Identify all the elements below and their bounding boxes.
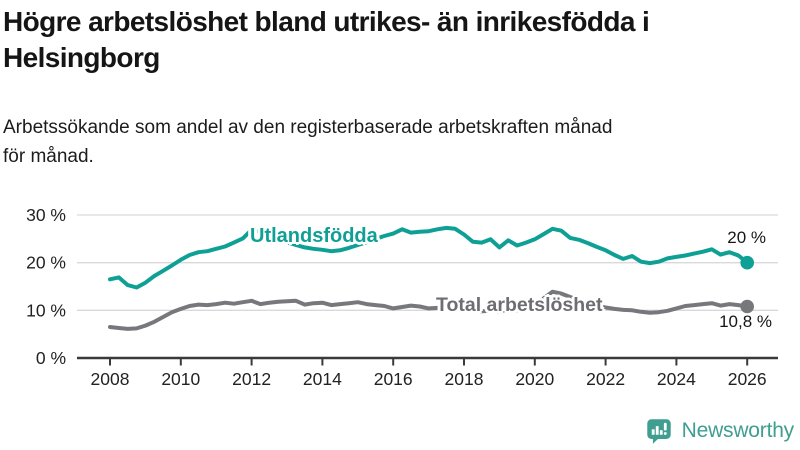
end-value-label-utlandsfodda: 20 % [727,228,766,247]
x-tick-label: 2016 [374,369,413,389]
end-value-label-total: 10,8 % [719,312,772,331]
x-tick-label: 2022 [586,369,625,389]
chart-subtitle: Arbetssökande som andel av den registerb… [3,117,613,167]
y-tick-label: 20 % [26,253,66,273]
logo-text: Newsworthy [681,419,795,442]
x-tick-label: 2020 [515,369,554,389]
newsworthy-logo: Newsworthy [644,416,794,446]
x-tick-label: 2026 [728,369,767,389]
y-tick-label: 30 % [26,205,66,225]
series-end-dot [740,255,754,270]
series-label-utlandsfodda: Utlandsfödda [250,225,378,247]
y-tick-label: 10 % [26,300,66,320]
x-tick-label: 2014 [303,369,342,389]
series-line [108,289,750,331]
series-end-dot [740,299,754,314]
bar-chart-speech-bubble-icon [646,419,671,444]
x-tick-label: 2018 [445,369,484,389]
x-tick-label: 2010 [161,369,200,389]
series-line [108,225,750,290]
page-title: Högre arbetslöshet bland utrikes- än inr… [3,6,650,74]
series-label-total-arbetsloshet: Total arbetslöshet [436,294,603,316]
line-chart: 0 % 10 % 20 % 30 % 2008 2010 2012 2014 2016 2018 2… [26,205,778,389]
x-tick-label: 2012 [232,369,271,389]
x-tick-label: 2008 [91,369,130,389]
x-tick-label: 2024 [657,369,696,389]
y-tick-label: 0 % [36,348,66,368]
